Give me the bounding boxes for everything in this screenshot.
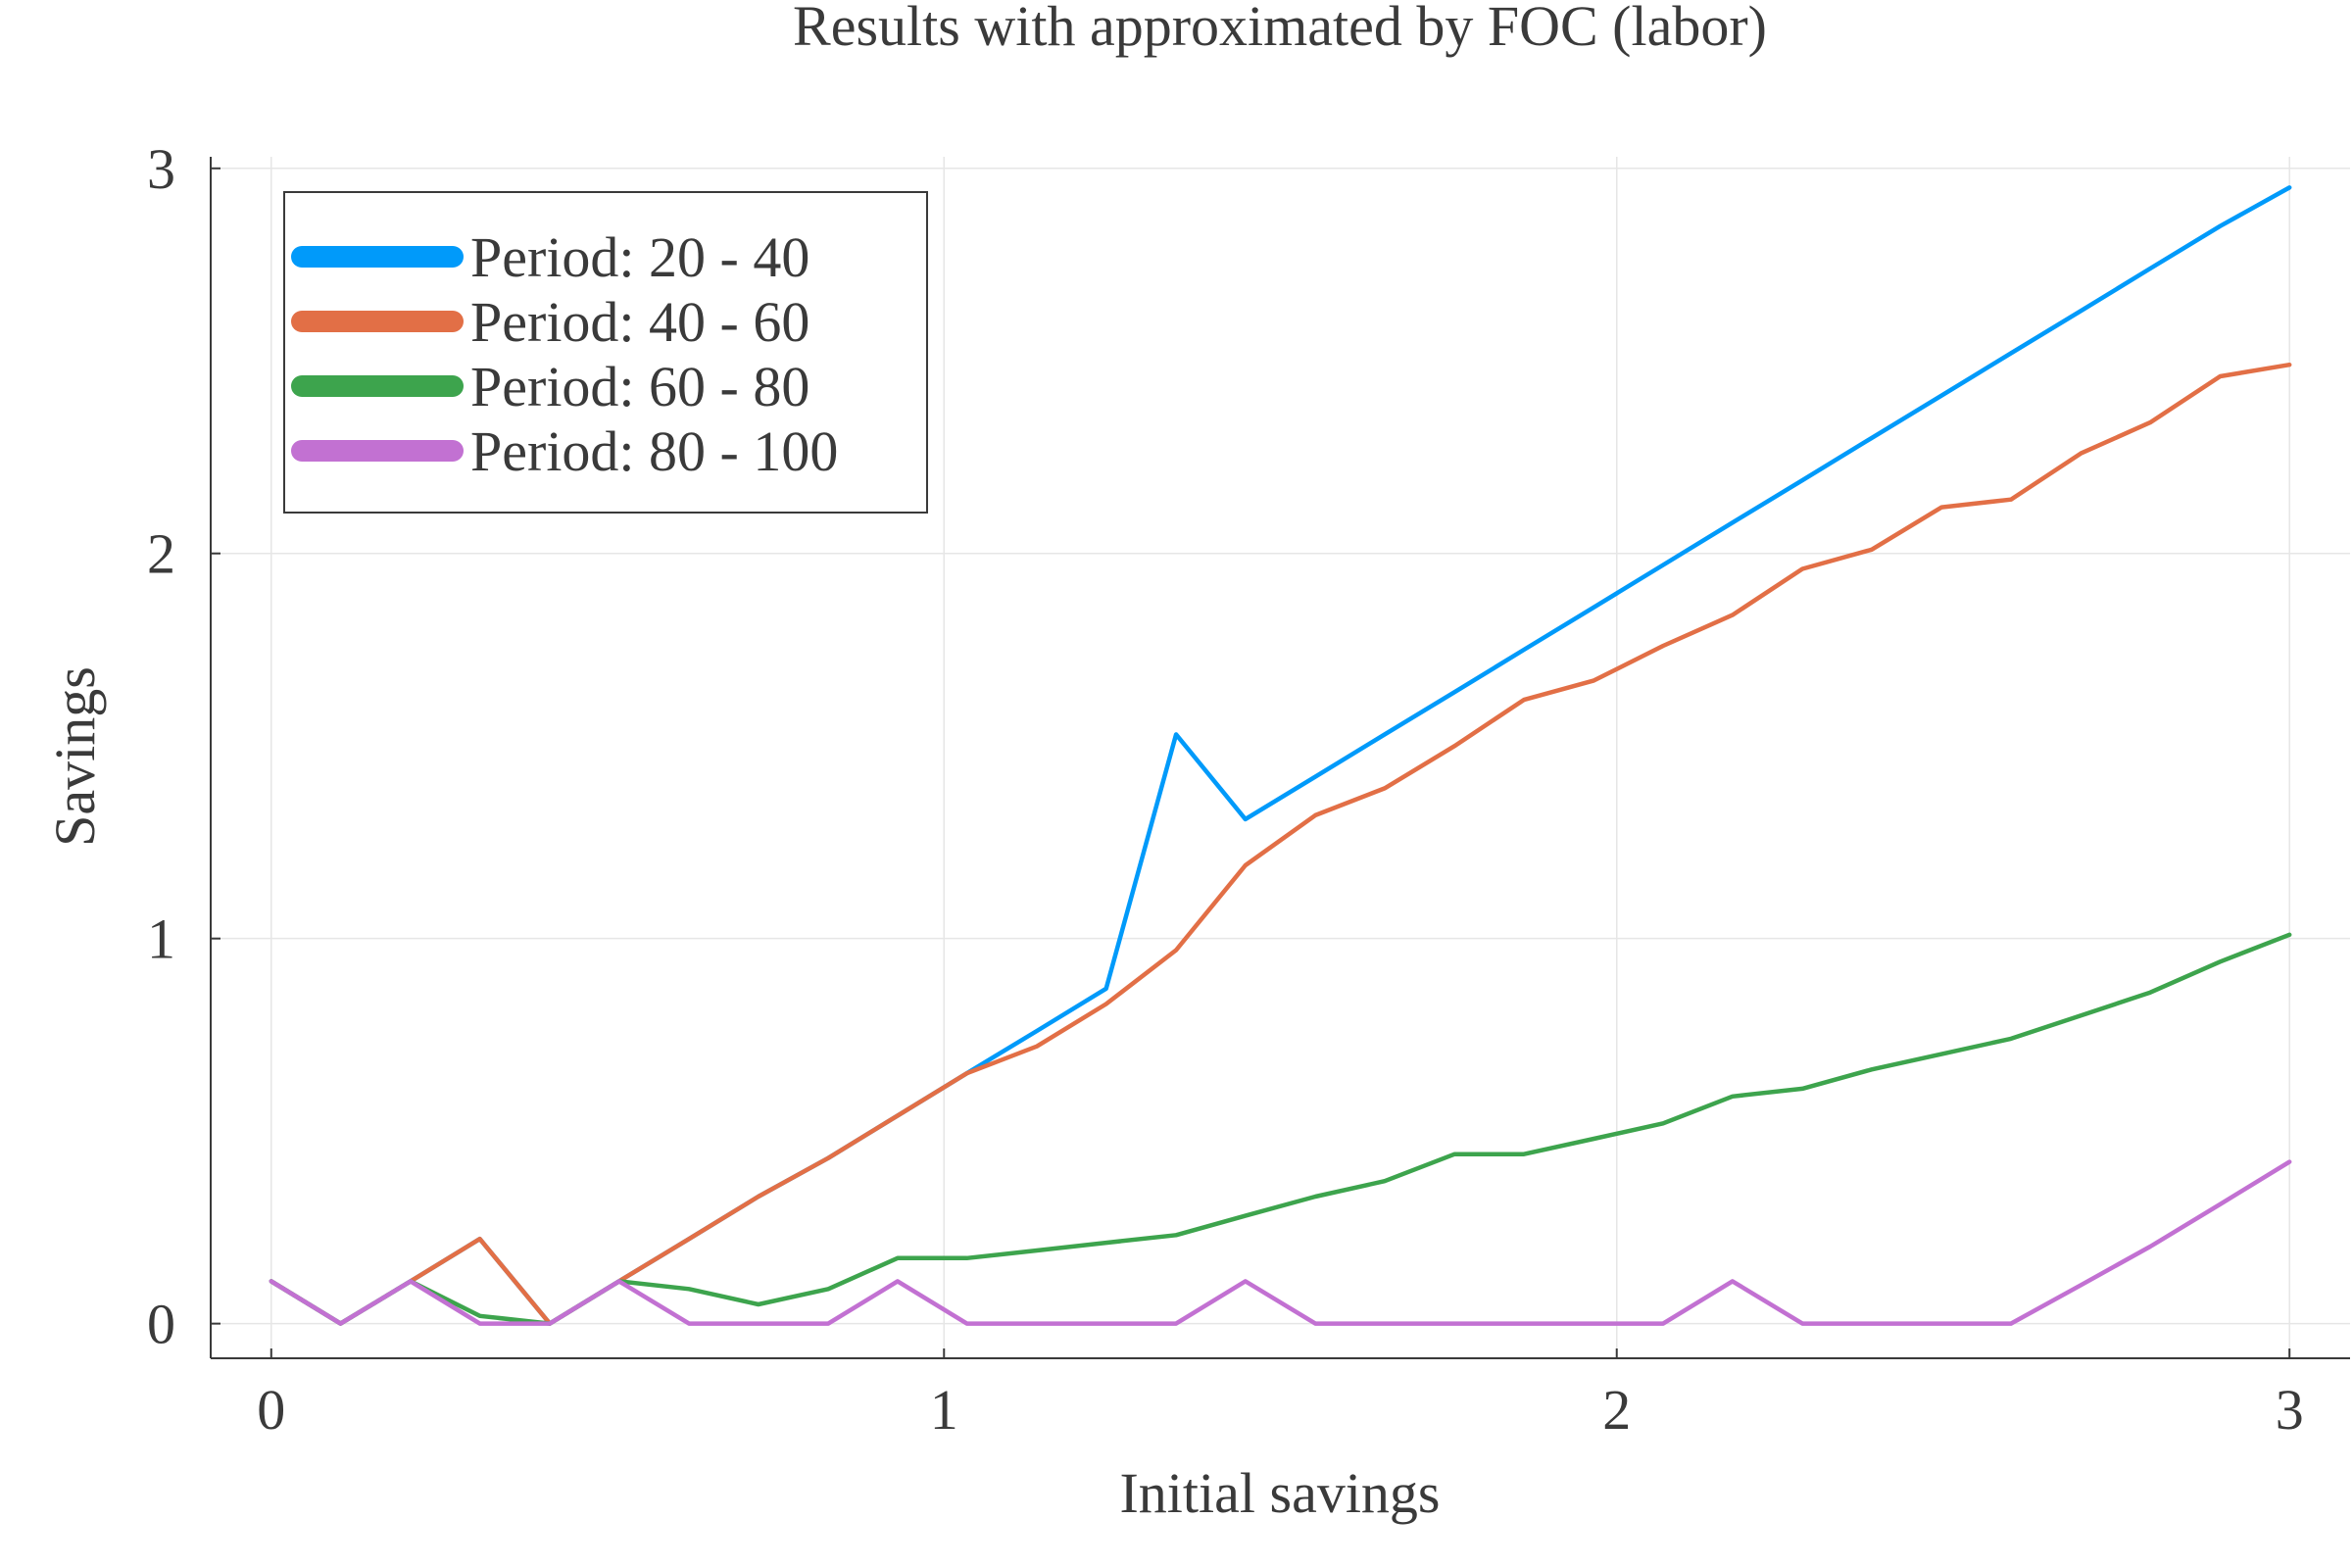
series-line-3 bbox=[271, 935, 2289, 1324]
chart-title: Results with approximated by FOC (labor) bbox=[793, 0, 1767, 58]
x-tick-label: 3 bbox=[2276, 1378, 2304, 1442]
series-line-4 bbox=[271, 1162, 2289, 1324]
legend-label-2: Period: 40 - 60 bbox=[470, 290, 809, 354]
legend-label-1: Period: 20 - 40 bbox=[470, 225, 809, 289]
y-tick-label: 1 bbox=[147, 907, 175, 971]
x-tick-label: 1 bbox=[930, 1378, 958, 1442]
y-axis-label: Savings bbox=[43, 666, 107, 847]
y-tick-label: 3 bbox=[147, 137, 175, 201]
x-tick-label: 0 bbox=[257, 1378, 285, 1442]
x-tick-label: 2 bbox=[1602, 1378, 1631, 1442]
legend-label-3: Period: 60 - 80 bbox=[470, 355, 809, 418]
y-tick-label: 0 bbox=[147, 1293, 175, 1356]
y-tick-label: 2 bbox=[147, 522, 175, 586]
x-axis-label: Initial savings bbox=[1119, 1461, 1440, 1525]
legend-label-4: Period: 80 - 100 bbox=[470, 419, 838, 483]
